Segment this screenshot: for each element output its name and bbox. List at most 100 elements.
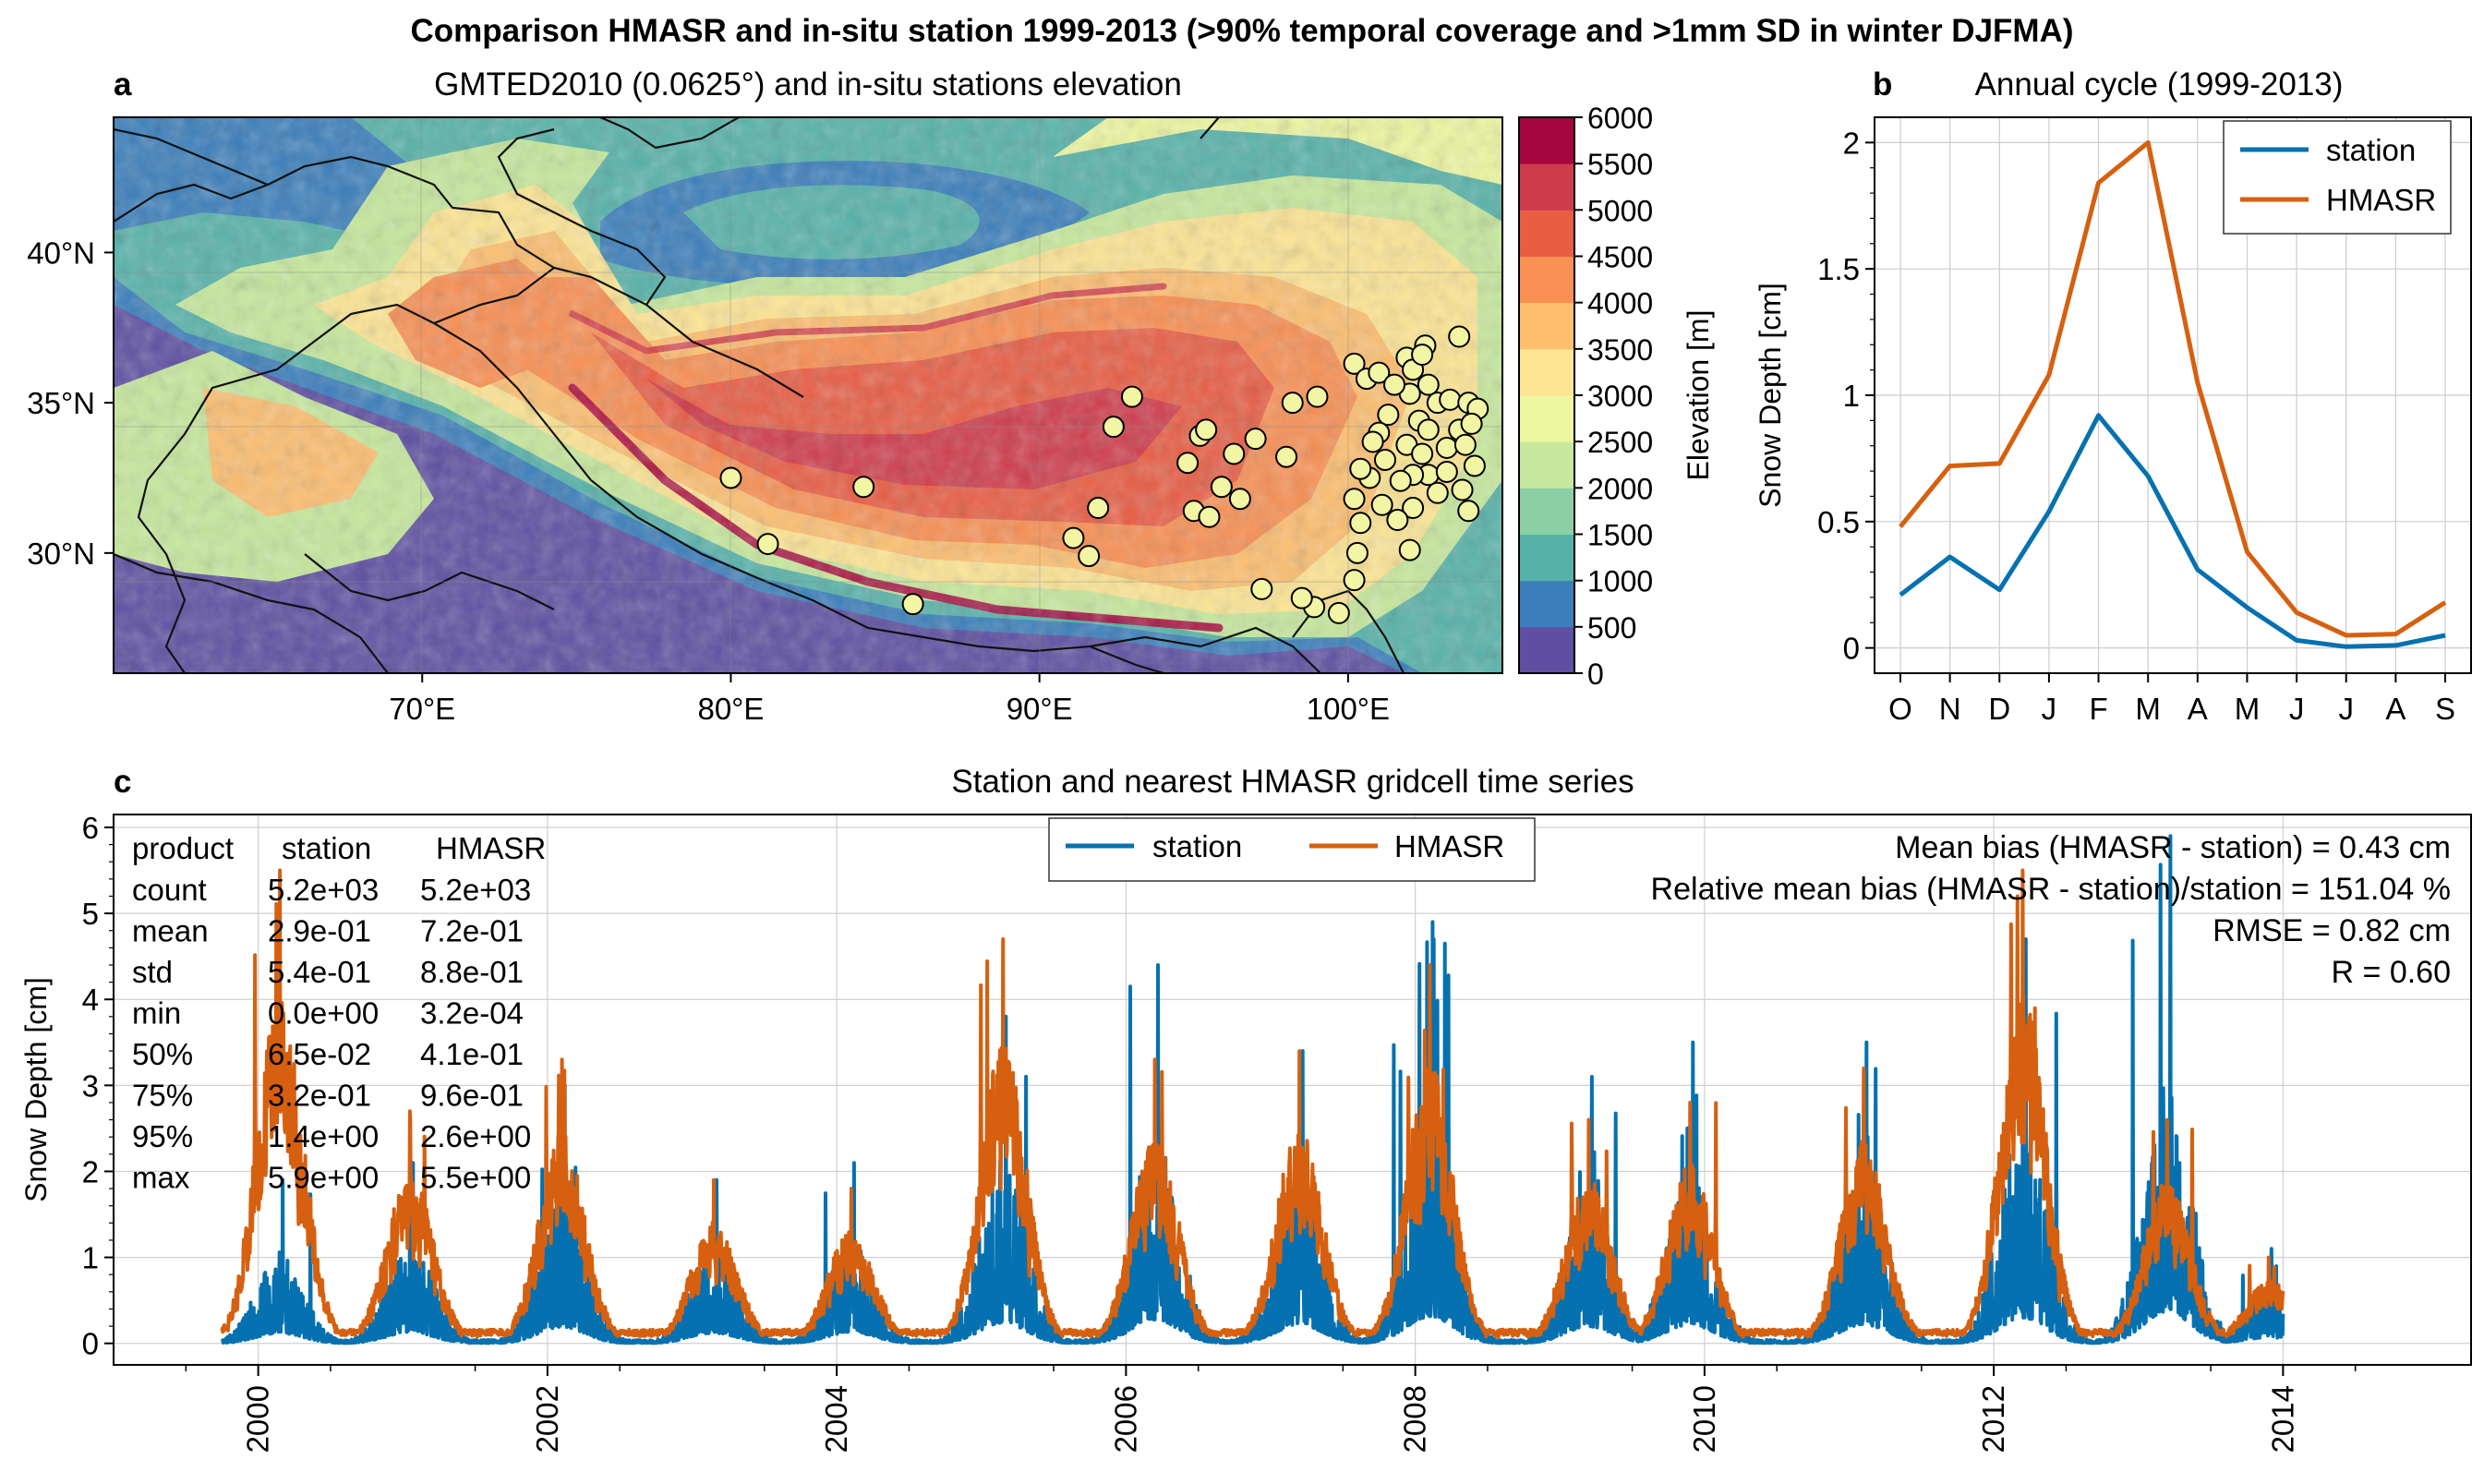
- xtick-label: D: [1988, 692, 2010, 726]
- station-marker: [1343, 488, 1366, 511]
- colorbar-level: [1519, 163, 1574, 211]
- colorbar-level: [1519, 256, 1574, 304]
- colorbar-level: [1519, 488, 1574, 535]
- station-marker: [1417, 418, 1440, 441]
- stats-row-label: count: [132, 873, 207, 907]
- stats-row-label: mean: [132, 914, 209, 948]
- metric-r: R = 0.60: [2332, 955, 2451, 990]
- stats-row-station: 5.2e+03: [268, 873, 379, 907]
- xtick-label: S: [2435, 692, 2455, 726]
- xtick-label: 2002: [530, 1385, 564, 1453]
- station-marker: [756, 533, 779, 556]
- station-marker: [1228, 488, 1251, 511]
- legend-c-hmasr-label: HMASR: [1394, 829, 1504, 863]
- ytick-label: 0: [1843, 632, 1860, 666]
- panel-b-legend: station HMASR: [2223, 120, 2452, 235]
- map-ytick-label: 35°N: [27, 386, 95, 420]
- colorbar-level: [1519, 348, 1574, 396]
- ytick-label: 1: [1843, 379, 1860, 413]
- xtick-label: M: [2135, 692, 2161, 726]
- station-marker: [1343, 352, 1366, 375]
- stats-header-hmasr: HMASR: [436, 831, 546, 865]
- panel-a-axes: 70°E 80°E 90°E 100°E 40°N 35°N 30°N: [27, 235, 1390, 726]
- panel-b-title: Annual cycle (1999-2013): [1975, 66, 2344, 103]
- stats-header-station: station: [282, 831, 371, 865]
- stats-row-hmasr: 4.1e-01: [420, 1037, 524, 1071]
- colorbar-tick-label: 2000: [1587, 472, 1653, 505]
- metrics-block: Mean bias (HMASR - station) = 0.43 cm Re…: [1651, 830, 2451, 990]
- station-markers: [719, 325, 1489, 624]
- metric-mean-bias: Mean bias (HMASR - station) = 0.43 cm: [1895, 830, 2451, 865]
- station-marker: [1448, 325, 1471, 348]
- stats-row-hmasr: 7.2e-01: [420, 914, 524, 948]
- colorbar-tick-label: 4000: [1587, 287, 1653, 320]
- xtick-label: A: [2188, 692, 2208, 726]
- stats-header-product: product: [132, 831, 234, 865]
- colorbar-label: Elevation [m]: [1682, 310, 1715, 481]
- station-marker: [1426, 481, 1449, 504]
- xtick-label: A: [2385, 692, 2406, 726]
- station-marker: [1102, 416, 1125, 439]
- ytick-label: 6: [82, 811, 99, 845]
- panel-a: a GMTED2010 (0.0625°) and in-situ statio…: [27, 66, 1715, 726]
- station-marker: [1361, 430, 1384, 453]
- colorbar-level: [1519, 117, 1574, 164]
- elevation-colorbar: 0 500 1000 1500 2000 2500 3000 3500 4000 4500 5000…: [1518, 102, 1653, 691]
- station-marker: [1195, 418, 1218, 441]
- legend-c-box: [1048, 817, 1536, 882]
- station-marker: [1281, 392, 1304, 415]
- colorbar-tick-label: 2500: [1587, 426, 1653, 459]
- map-xtick-label: 70°E: [389, 692, 455, 726]
- map-ytick-label: 30°N: [27, 537, 95, 571]
- ytick-label: 1: [82, 1241, 99, 1275]
- stats-row-hmasr: 5.2e+03: [420, 873, 531, 907]
- ytick-label: 5: [82, 897, 99, 931]
- station-marker: [852, 476, 875, 499]
- legend-hmasr-label: HMASR: [2326, 183, 2436, 217]
- station-marker: [1411, 442, 1434, 465]
- colorbar-level: [1519, 441, 1574, 489]
- xtick-label: J: [2042, 692, 2057, 726]
- station-marker: [1078, 545, 1101, 568]
- station-marker: [1383, 373, 1406, 396]
- legend-box: [2223, 120, 2452, 235]
- station-marker: [901, 593, 924, 616]
- map-ytick-label: 40°N: [27, 235, 95, 270]
- panel-b: b Annual cycle (1999-2013) Snow Depth [c…: [1754, 66, 2472, 726]
- time-series-plot: 2000 2002 2004 2006 2008 2010 2012 2014 0 1 2 3 4 5 6: [82, 811, 2471, 1453]
- colorbar-tick-label: 3000: [1587, 380, 1653, 413]
- stats-row-hmasr: 5.5e+00: [420, 1161, 531, 1195]
- stats-row-label: 95%: [132, 1119, 193, 1153]
- series-line-hmasr: [220, 868, 2285, 1340]
- colorbar-tick-label: 5500: [1587, 148, 1653, 181]
- colorbar-level: [1519, 580, 1574, 628]
- xtick-label: 2010: [1687, 1385, 1721, 1453]
- colorbar-tick-label: 4500: [1587, 241, 1653, 274]
- station-marker: [1373, 448, 1396, 471]
- station-marker: [1244, 428, 1267, 451]
- xtick-label: 2004: [819, 1385, 853, 1453]
- xtick-label: F: [2089, 692, 2107, 726]
- xtick-label: M: [2235, 692, 2261, 726]
- map-xtick-label: 100°E: [1307, 692, 1390, 726]
- ytick-label: 0.5: [1817, 505, 1860, 539]
- map-borders: [114, 117, 1405, 673]
- xtick-label: 2008: [1398, 1385, 1432, 1453]
- panel-c-legend: station HMASR: [1048, 817, 1536, 882]
- colorbar-level: [1519, 395, 1574, 442]
- station-marker: [1087, 497, 1110, 520]
- station-marker: [1345, 541, 1369, 564]
- station-marker: [1439, 388, 1462, 411]
- stats-row-hmasr: 9.6e-01: [420, 1079, 524, 1113]
- colorbar-level: [1519, 210, 1574, 257]
- station-marker: [719, 466, 742, 489]
- station-marker: [1223, 442, 1246, 465]
- panel-b-ylabel: Snow Depth [cm]: [1754, 283, 1787, 508]
- station-marker: [1062, 526, 1085, 549]
- stats-row-label: 50%: [132, 1037, 193, 1071]
- map-gridlines: [114, 117, 1502, 673]
- series-line-station: [220, 834, 2285, 1345]
- stats-row-station: 3.2e-01: [268, 1079, 371, 1113]
- xtick-label: N: [1939, 692, 1961, 726]
- stats-table: product station HMASR count 5.2e+03 5.2e+03 me…: [132, 831, 546, 1195]
